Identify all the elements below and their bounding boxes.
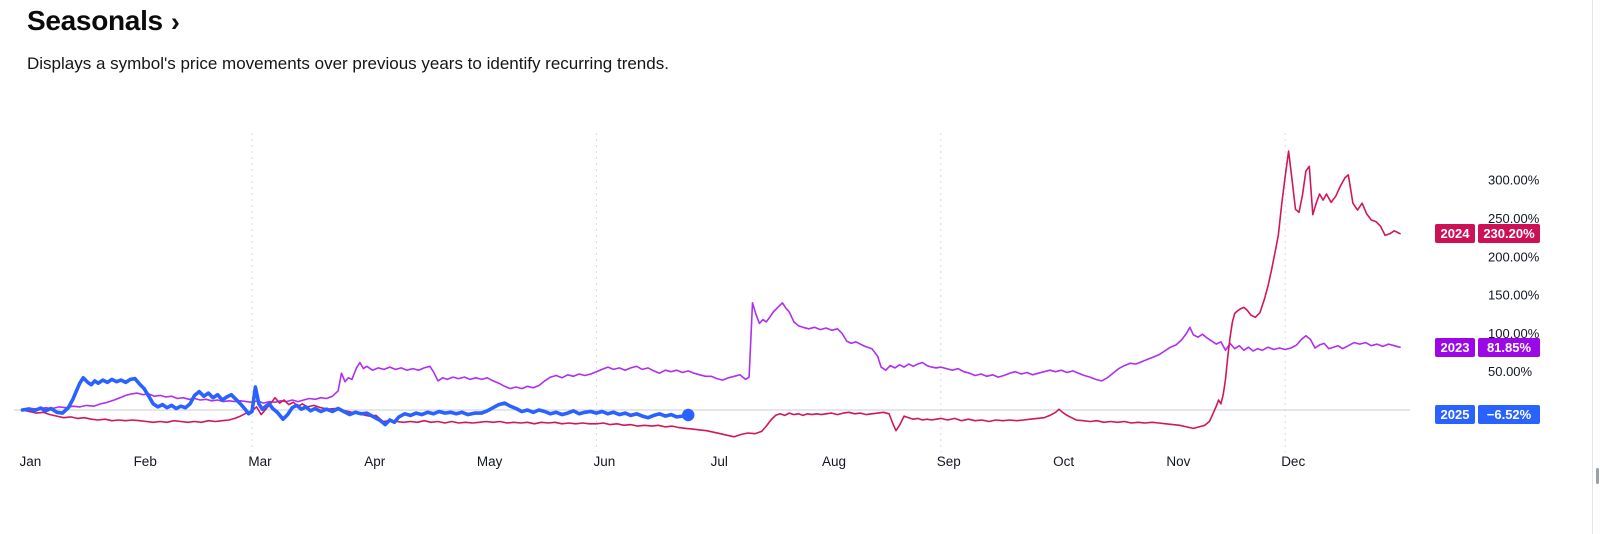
scrollbar-thumb[interactable] [1596, 468, 1599, 484]
x-axis-label-sep: Sep [937, 454, 961, 469]
series-end-dot-2025 [682, 408, 695, 422]
x-axis-label-jan: Jan [20, 454, 42, 469]
chevron-right-icon[interactable]: › [170, 6, 180, 37]
x-axis-label-feb: Feb [134, 454, 157, 469]
y-axis-label: 250.00% [1488, 211, 1540, 226]
seasonals-header: Seasonals › Displays a symbol's price mo… [27, 5, 687, 79]
y-axis-label: 150.00% [1488, 288, 1540, 303]
x-axis-label-may: May [477, 454, 503, 469]
badge-value-label: 230.20% [1478, 224, 1540, 244]
y-axis-label: 200.00% [1488, 249, 1540, 264]
x-axis-label-oct: Oct [1053, 454, 1074, 469]
x-axis-label-nov: Nov [1166, 454, 1190, 469]
scale-badge-2025: 2025 −6.52% [1435, 405, 1540, 425]
pane-right-border [1592, 0, 1593, 534]
badge-year-label: 2023 [1435, 337, 1475, 357]
x-axis-label-jul: Jul [711, 454, 728, 469]
feature-description: Displays a symbol's price movements over… [27, 54, 669, 73]
scale-badge-2023: 2023 81.85% [1435, 337, 1540, 357]
y-axis-label: 50.00% [1488, 364, 1533, 379]
badge-year-label: 2024 [1435, 224, 1475, 244]
x-axis-label-jun: Jun [594, 454, 616, 469]
x-axis-label-mar: Mar [248, 454, 272, 469]
x-axis-label-dec: Dec [1281, 454, 1305, 469]
series-line-2025 [20, 375, 691, 427]
x-axis-label-apr: Apr [364, 454, 386, 469]
x-axis-label-aug: Aug [822, 454, 846, 469]
badge-year-label: 2025 [1435, 405, 1475, 425]
y-axis-label: 300.00% [1488, 173, 1540, 188]
badge-value-label: 81.85% [1478, 337, 1540, 357]
scale-badge-2024: 2024 230.20% [1435, 224, 1540, 244]
series-line-2024 [21, 150, 1401, 438]
badge-value-label: −6.52% [1478, 405, 1540, 425]
y-axis-label: 100.00% [1488, 326, 1540, 341]
page-title: Seasonals [27, 5, 163, 36]
